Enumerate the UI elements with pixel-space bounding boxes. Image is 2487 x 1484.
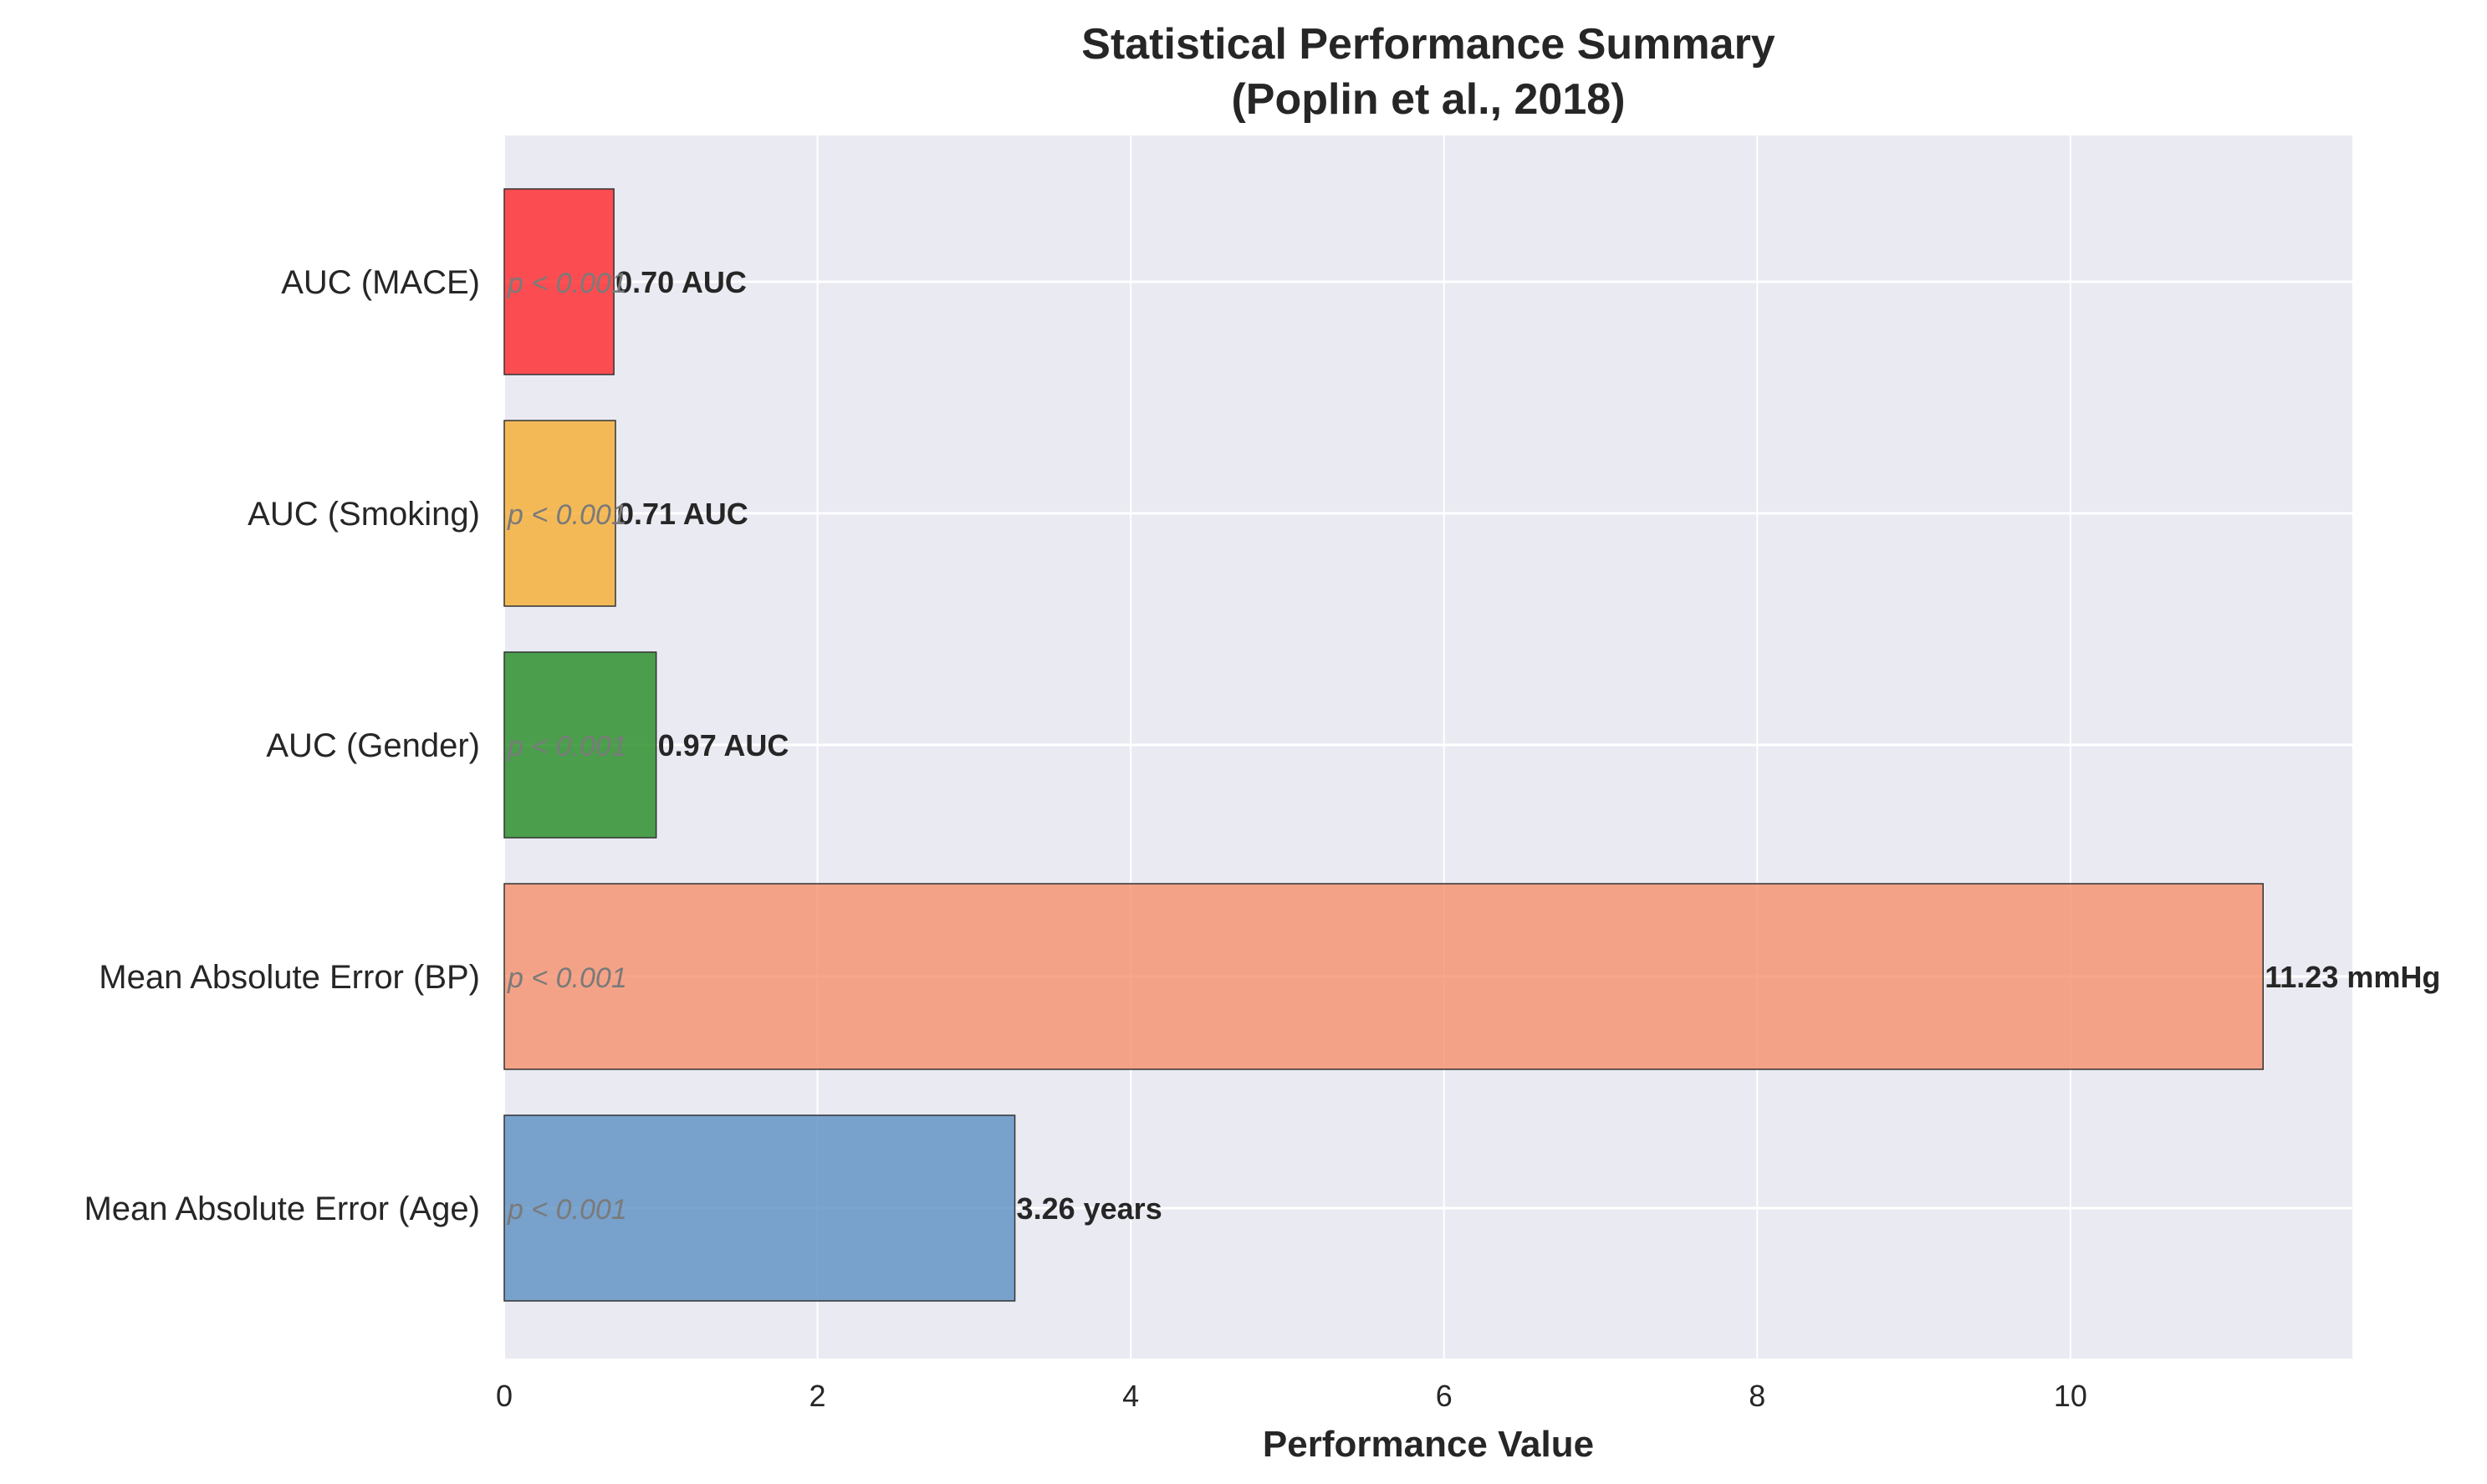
value-label-1: 11.23 mmHg bbox=[2265, 960, 2440, 994]
x-tick-label-0: 0 bbox=[496, 1379, 513, 1413]
p-value-label-0: p < 0.001 bbox=[507, 1194, 627, 1226]
x-tick-label-2: 4 bbox=[1122, 1379, 1139, 1413]
value-label-4: 0.70 AUC bbox=[615, 265, 747, 299]
category-label-3: AUC (Smoking) bbox=[248, 496, 480, 533]
p-value-label-1: p < 0.001 bbox=[507, 962, 627, 994]
p-value-label-3: p < 0.001 bbox=[507, 499, 627, 531]
p-value-labels: p < 0.001 p < 0.001 p < 0.001 p < 0.001 p < … bbox=[507, 268, 627, 1226]
value-label-0: 3.26 years bbox=[1017, 1191, 1162, 1226]
category-label-1: Mean Absolute Error (BP) bbox=[99, 959, 480, 996]
bar-3 bbox=[503, 420, 616, 607]
category-labels: Mean Absolute Error (Age) Mean Absolute E… bbox=[84, 264, 480, 1227]
x-tick-label-4: 8 bbox=[1749, 1379, 1765, 1413]
category-label-0: Mean Absolute Error (Age) bbox=[84, 1191, 480, 1227]
bar-2 bbox=[503, 651, 657, 839]
bar-4 bbox=[503, 188, 615, 375]
x-axis-label: Performance Value bbox=[1263, 1424, 1594, 1465]
chart-subtitle: (Poplin et al., 2018) bbox=[1231, 75, 1625, 124]
x-tick-label-3: 6 bbox=[1436, 1379, 1453, 1413]
category-label-2: AUC (Gender) bbox=[266, 727, 480, 764]
x-tick-label-5: 10 bbox=[2054, 1379, 2087, 1413]
value-label-3: 0.71 AUC bbox=[617, 497, 748, 531]
value-label-2: 0.97 AUC bbox=[658, 728, 789, 762]
x-tick-labels: 0 2 4 6 8 10 bbox=[496, 1379, 2087, 1413]
p-value-label-2: p < 0.001 bbox=[507, 731, 627, 762]
bar-0 bbox=[503, 1114, 1016, 1302]
bar-1 bbox=[503, 883, 2264, 1070]
bars bbox=[503, 188, 2264, 1302]
x-tick-label-1: 2 bbox=[809, 1379, 826, 1413]
p-value-label-4: p < 0.001 bbox=[507, 268, 627, 299]
category-label-4: AUC (MACE) bbox=[281, 264, 480, 301]
value-labels: 3.26 years 11.23 mmHg 0.97 AUC 0.71 AUC 0.70… bbox=[615, 265, 2440, 1226]
chart-title: Statistical Performance Summary bbox=[1081, 20, 1775, 69]
